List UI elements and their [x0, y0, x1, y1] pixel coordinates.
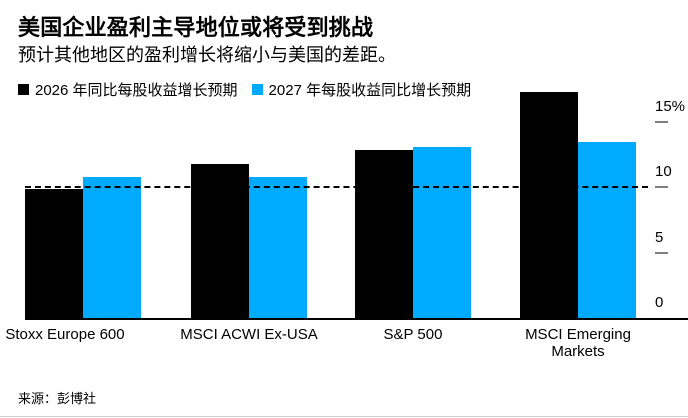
legend-label-2026: 2026 年同比每股收益增长预期 [35, 82, 238, 99]
legend-item-2026: 2026 年同比每股收益增长预期 [18, 79, 238, 100]
bar-2026-1 [191, 164, 249, 318]
x-axis-label-2: S&P 500 [383, 326, 443, 343]
bottom-divider [0, 416, 688, 417]
x-axis-label-0: Stoxx Europe 600 [5, 326, 125, 343]
bar-2026-2 [355, 150, 413, 318]
legend-item-2027: 2027 年每股收益同比增长预期 [251, 79, 472, 100]
source-attribution: 来源：彭博社 [18, 391, 97, 406]
chart-subtitle: 预计其他地区的盈利增长将缩小与美国的差距。 [18, 45, 396, 65]
bar-2027-3 [578, 142, 636, 318]
y-axis-tick-mark [655, 121, 668, 123]
x-axis-label-1: MSCI ACWI Ex-USA [180, 326, 318, 343]
legend-label-2027: 2027 年每股收益同比增长预期 [268, 82, 472, 99]
bar-2027-2 [413, 147, 471, 318]
y-axis-tick-mark [655, 252, 668, 254]
y-axis-tick-label: 10 [655, 163, 672, 180]
bar-2026-3 [520, 92, 578, 318]
y-axis-tick-mark [655, 186, 668, 188]
x-axis-line [25, 318, 688, 320]
y-axis-tick-label: 15% [655, 98, 686, 115]
chart-title: 美国企业盈利主导地位或将受到挑战 [18, 15, 374, 40]
chart-legend: 2026 年同比每股收益增长预期 2027 年每股收益同比增长预期 [18, 79, 471, 100]
legend-swatch-black-icon [18, 84, 29, 95]
x-axis-label-3: MSCI Emerging Markets [525, 326, 631, 360]
y-axis-tick-label: 0 [655, 294, 664, 311]
y-axis-tick-label: 5 [655, 229, 664, 246]
reference-line [25, 186, 648, 188]
bar-2026-0 [25, 189, 83, 318]
bar-2027-0 [83, 177, 141, 318]
bar-2027-1 [249, 177, 307, 318]
legend-swatch-blue-icon [251, 84, 263, 95]
